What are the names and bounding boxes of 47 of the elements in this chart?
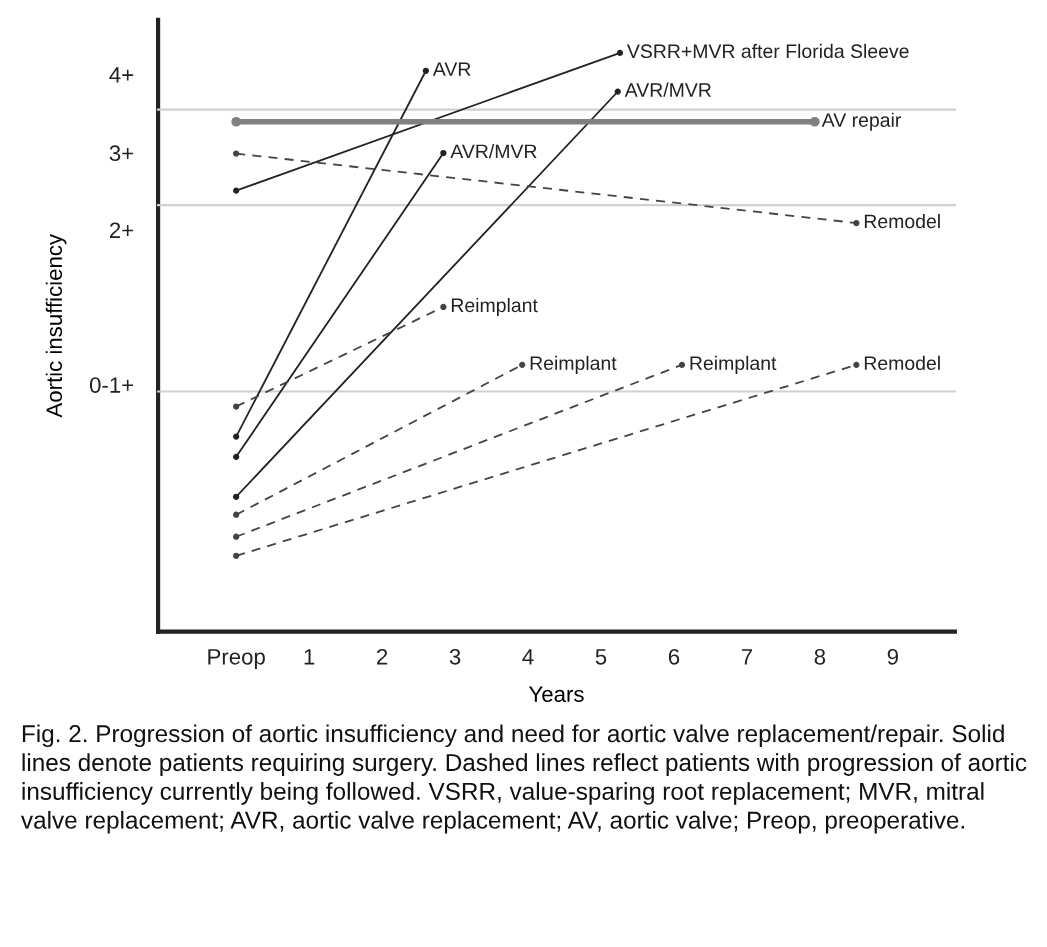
x-tick-label: 6 [668, 648, 680, 665]
point [440, 149, 447, 157]
annotation: Remodel [864, 213, 940, 229]
annotation: AVR/MVR [450, 143, 537, 159]
point [422, 67, 430, 74]
point [233, 511, 240, 518]
point [853, 219, 860, 227]
point [233, 533, 240, 540]
caption: Fig. 2. Progression of aortic insufficiency and need for aortic valve replacement/repair. Solid lines denote patients requiring surgery. Dashed lines reflect patients with progression of aortic insufficiency currently being followed. VSRR, value-sparing root replacement; MVR, mitral valve replacement; AVR, aortic valve replacement; AV, aortic valve; Preop, preoperative. [21, 724, 1027, 834]
annotation: VSRR+MVR after Florida Sleeve [626, 43, 909, 59]
x-tick-label: 4 [522, 649, 534, 665]
point [678, 361, 686, 368]
x-tick-label: 9 [887, 648, 898, 665]
x-tick-label: 8 [814, 648, 826, 665]
point [233, 150, 240, 157]
x-tick-label: Preop [208, 649, 265, 670]
point [519, 361, 526, 368]
annotation: AVR [432, 62, 471, 76]
text: 4+ [109, 67, 134, 83]
text: 3+ [109, 145, 134, 162]
annotation: Remodel [864, 355, 940, 371]
point [231, 116, 242, 127]
x-tick-label: 3 [449, 648, 461, 665]
x-tick-label: 1 [304, 649, 315, 665]
x-tick-label: 7 [741, 649, 752, 665]
text: 2+ [109, 222, 134, 238]
annotation: AV repair [821, 112, 902, 131]
point [233, 187, 240, 194]
y-axis-title: Aortic insufficiency [45, 233, 67, 418]
annotation: Reimplant [530, 355, 617, 374]
annotation: Reimplant [690, 355, 777, 374]
point [614, 88, 621, 95]
x-tick-label: 2 [377, 648, 388, 665]
point [440, 303, 447, 311]
annotation: Reimplant [451, 297, 538, 317]
point [233, 493, 240, 500]
point [233, 403, 240, 410]
annotation: AVR/MVR [624, 82, 711, 97]
x-axis-title: Years [528, 686, 584, 703]
point [853, 361, 860, 368]
point [233, 552, 240, 559]
point [616, 49, 624, 57]
point [233, 433, 240, 440]
point [809, 116, 820, 127]
x-tick-label: 5 [595, 649, 607, 665]
point [233, 453, 240, 460]
text: 0-1+ [89, 377, 134, 393]
